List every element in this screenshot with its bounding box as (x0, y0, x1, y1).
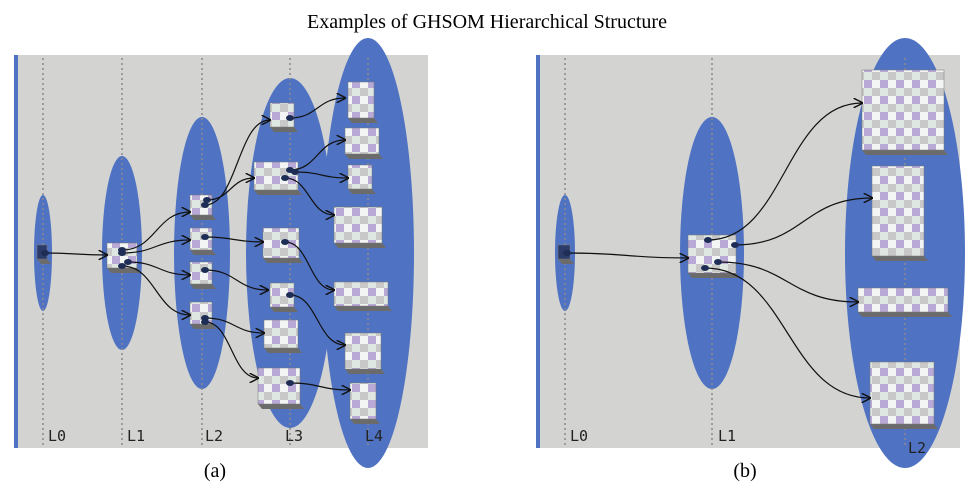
node-dot (281, 175, 289, 181)
map-block (270, 103, 294, 127)
node-dot (286, 115, 294, 121)
map-block-side (858, 312, 952, 317)
map-block (858, 288, 948, 312)
node-dot (731, 242, 739, 248)
map-block (190, 228, 212, 250)
map-block (263, 228, 299, 258)
panel-caption: (b) (733, 460, 756, 482)
node-dot (201, 234, 209, 240)
node-dot (286, 292, 294, 298)
map-block (348, 165, 372, 189)
map-block-side (872, 256, 928, 261)
map-block-side (190, 284, 216, 289)
node-dot (118, 263, 126, 269)
map-block (345, 333, 381, 369)
panel-edge (536, 55, 540, 448)
node-dot (714, 259, 722, 265)
map-block-side (334, 306, 392, 311)
node-dot (201, 267, 209, 273)
map-block-side (270, 127, 298, 132)
map-block (348, 82, 374, 118)
node-dot (704, 237, 712, 243)
map-block (862, 70, 944, 150)
map-block (254, 162, 298, 190)
map-block (264, 320, 298, 348)
layer-label: L2 (205, 427, 223, 445)
node-dot (563, 250, 571, 256)
map-block-side (348, 189, 376, 194)
node-dot (281, 239, 289, 245)
map-block-side (190, 250, 216, 255)
map-block-side (862, 150, 948, 155)
map-block (190, 262, 212, 284)
figure: Examples of GHSOM Hierarchical Structure… (0, 0, 974, 492)
map-block-side (270, 307, 298, 312)
node-dot (118, 250, 126, 256)
layer-label: L0 (570, 427, 588, 445)
layer-label: L2 (908, 439, 926, 457)
map-block-side (345, 154, 383, 159)
layer-label: L1 (718, 427, 736, 445)
map-block-side (258, 404, 304, 409)
map-block-side (350, 419, 380, 424)
map-block-side (345, 369, 385, 374)
layer-label: L4 (365, 427, 383, 445)
map-block (334, 282, 388, 306)
node-dot (701, 265, 709, 271)
map-block-side (348, 118, 378, 123)
node-dot (201, 319, 209, 325)
node-dot (41, 250, 49, 256)
layer-label: L1 (127, 427, 145, 445)
map-block-side (264, 348, 302, 353)
map-block-side (254, 190, 302, 195)
node-dot (291, 169, 299, 175)
map-block-side (190, 215, 216, 220)
panel-edge (14, 55, 18, 448)
map-block (190, 302, 212, 324)
map-block (345, 128, 379, 154)
map-block-side (263, 258, 303, 263)
map-block (870, 362, 934, 424)
node-dot (286, 380, 294, 386)
panel-caption: (a) (204, 460, 226, 482)
map-block-side (190, 324, 216, 329)
layer-label: L0 (48, 427, 66, 445)
map-block (334, 207, 382, 243)
node-dot (124, 259, 132, 265)
map-block (872, 166, 924, 256)
map-block-side (334, 243, 386, 248)
map-block (688, 235, 736, 273)
figure-title: Examples of GHSOM Hierarchical Structure (307, 11, 667, 33)
map-block (350, 383, 376, 419)
layer-label: L3 (285, 427, 303, 445)
map-block-side (870, 424, 938, 429)
map-block (258, 368, 300, 404)
node-dot (203, 197, 211, 203)
